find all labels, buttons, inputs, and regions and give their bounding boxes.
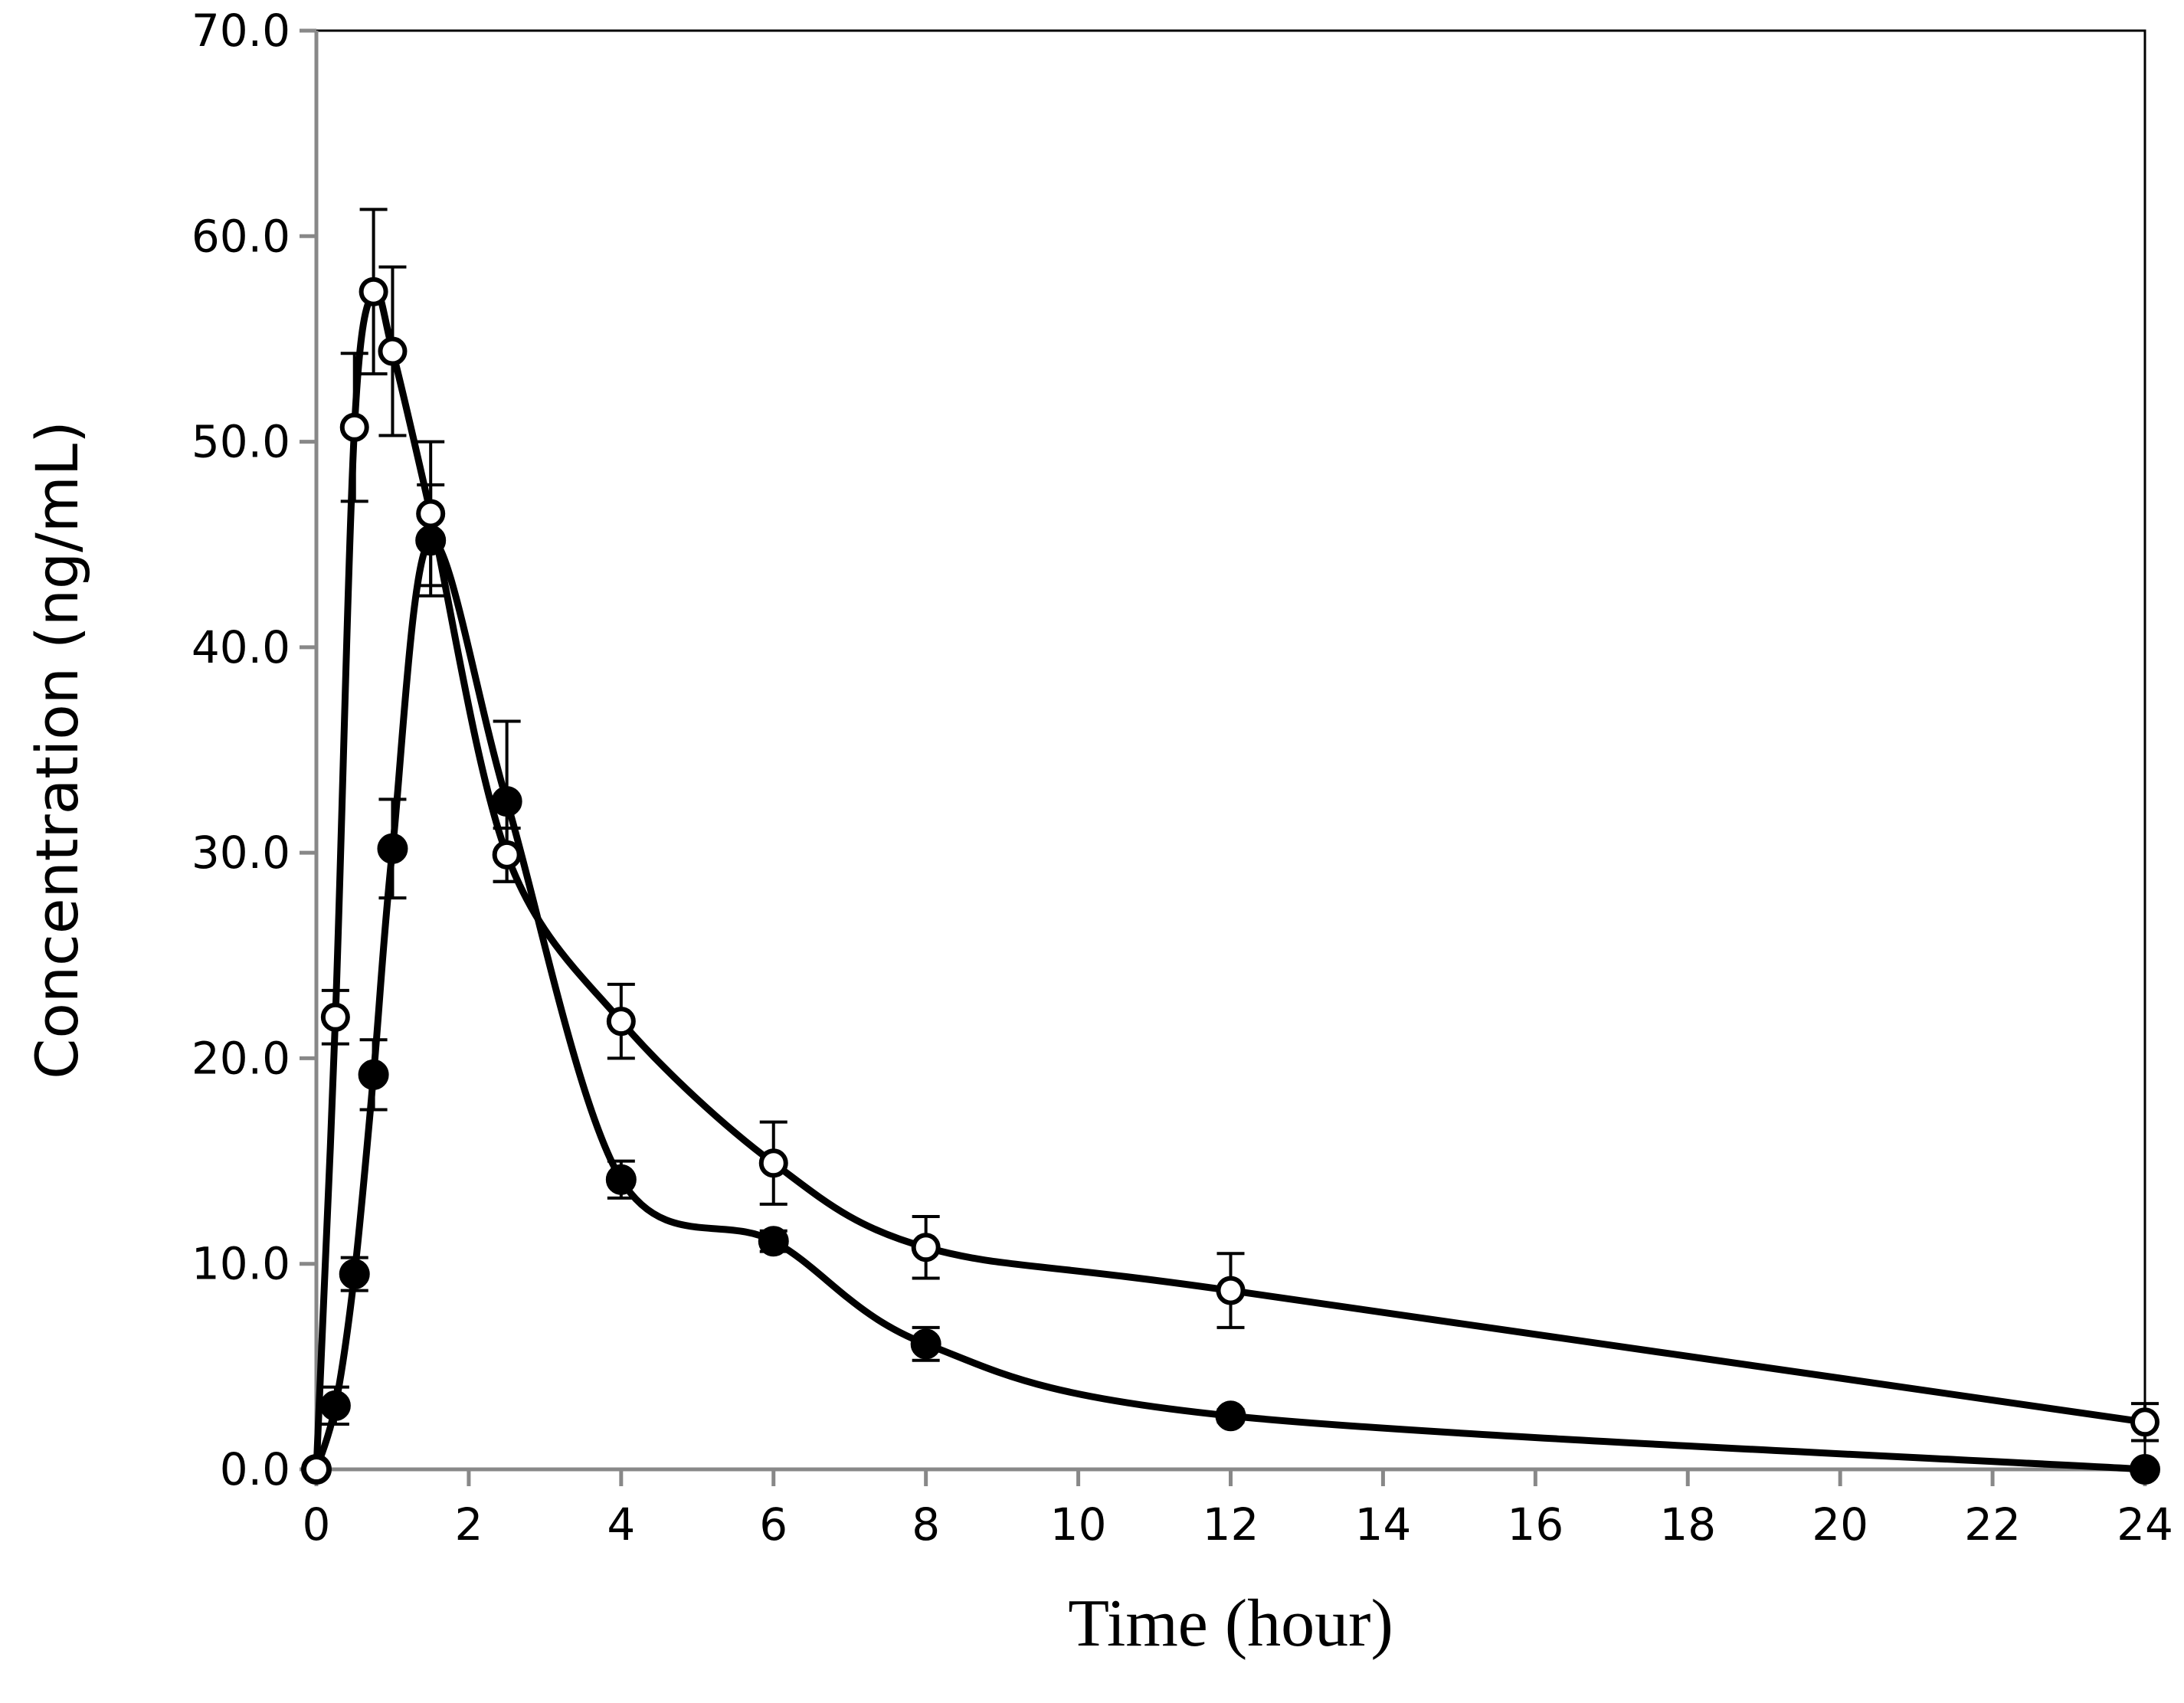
x-tick-label: 10 (1050, 1498, 1107, 1551)
x-tick-label: 20 (1812, 1498, 1868, 1551)
y-tick-label: 20.0 (192, 1032, 290, 1084)
filled-circle-point (1215, 1400, 1246, 1432)
open-circle-series (302, 208, 2159, 1484)
filled-circle-point (377, 833, 408, 864)
x-tick-label: 22 (1964, 1498, 2021, 1551)
x-tick-label: 18 (1659, 1498, 1716, 1551)
y-tick-label: 40.0 (192, 621, 290, 673)
open-circle-point (2130, 1407, 2159, 1437)
y-axis-title: Concentration (ng/mL) (23, 421, 91, 1079)
y-tick-label: 30.0 (192, 827, 290, 879)
y-tick-label: 50.0 (192, 416, 290, 468)
series-line (313, 286, 2146, 1470)
filled-circle-series (301, 483, 2160, 1485)
filled-circle-point (758, 1226, 789, 1257)
x-tick-label: 16 (1507, 1498, 1564, 1551)
filled-circle-point (358, 1059, 389, 1090)
x-tick-label: 14 (1355, 1498, 1412, 1551)
open-circle-point (378, 336, 408, 366)
y-tick-label: 70.0 (192, 5, 290, 57)
filled-circle-point (605, 1164, 637, 1195)
x-tick-label: 8 (912, 1498, 940, 1551)
x-tick-label: 0 (303, 1498, 331, 1551)
y-tick-label: 0.0 (220, 1443, 290, 1495)
x-tick-label: 12 (1203, 1498, 1259, 1551)
series-layer (301, 208, 2160, 1485)
open-circle-point (339, 412, 369, 442)
filled-circle-point (339, 1259, 370, 1290)
series-line (313, 536, 2146, 1473)
x-tick-label: 2 (454, 1498, 483, 1551)
filled-circle-point (319, 1390, 351, 1421)
y-tick-labels: 0.0 10.0 20.0 30.0 40.0 50.0 60.0 70.0 (192, 5, 290, 1495)
open-circle-point (911, 1233, 941, 1263)
filled-circle-point (2130, 1454, 2160, 1485)
x-axis-title: Time (hour) (1068, 1587, 1393, 1661)
open-circle-point (416, 499, 446, 529)
open-circle-point (359, 277, 388, 306)
x-tick-label: 4 (607, 1498, 635, 1551)
x-tick-label: 6 (759, 1498, 787, 1551)
open-circle-point (302, 1455, 331, 1484)
open-circle-point (1216, 1276, 1246, 1305)
x-tick-labels: 0 2 4 6 8 10 12 14 16 18 20 22 24 (303, 1498, 2173, 1551)
filled-circle-point (910, 1328, 941, 1360)
plot-axes (300, 28, 2147, 1486)
y-tick-label: 60.0 (192, 210, 290, 262)
open-circle-point (758, 1148, 788, 1178)
x-tick-label: 24 (2117, 1498, 2173, 1551)
open-circle-point (606, 1007, 636, 1037)
open-circle-point (320, 1002, 350, 1032)
open-circle-point (492, 840, 522, 870)
y-tick-label: 10.0 (192, 1238, 290, 1290)
